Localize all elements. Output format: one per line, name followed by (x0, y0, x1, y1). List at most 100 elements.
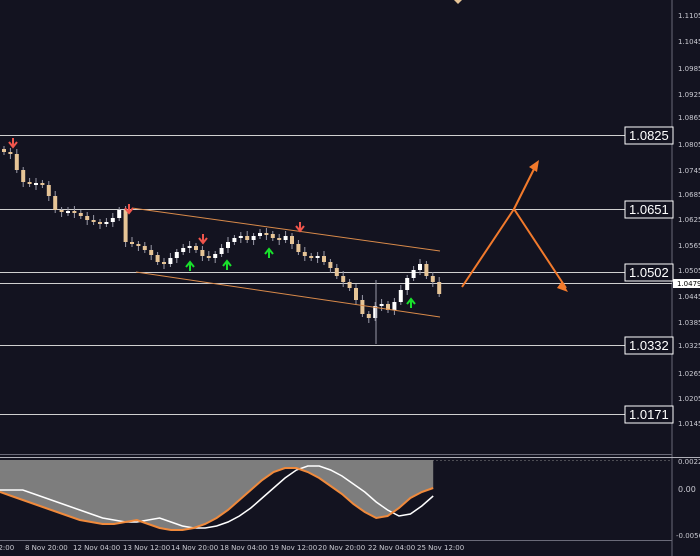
bear-candle (136, 244, 141, 246)
price-tick: 1.0205 (678, 395, 700, 403)
bear-candle (85, 216, 90, 220)
price-tick: 1.0385 (678, 319, 700, 327)
bear-candle (354, 288, 358, 300)
sell-arrow-icon (295, 222, 305, 233)
price-tick: 1.0805 (678, 141, 700, 149)
bull-candle (219, 248, 224, 254)
bear-candle (130, 242, 134, 244)
bear-candle (123, 210, 128, 242)
bull-candle (174, 252, 179, 258)
price-tick: 1.0445 (678, 293, 700, 301)
price-tick: 1.1105 (678, 12, 700, 20)
price-tick: 1.0625 (678, 216, 700, 224)
bull-candle (283, 236, 288, 240)
bear-candle (341, 276, 346, 282)
bear-candle (14, 154, 19, 170)
bear-candle (206, 256, 211, 258)
level-label-box (624, 405, 674, 424)
bull-candle (315, 256, 320, 258)
level-label-box (624, 336, 674, 355)
price-tick: 1.0865 (678, 114, 700, 122)
level-label: 1.0651 (629, 202, 669, 217)
price-tick: 1.0325 (678, 342, 700, 350)
bull-candle (110, 218, 115, 222)
bear-candle (162, 262, 166, 264)
oscillator-fast-line (0, 467, 434, 531)
sell-arrow-icon (124, 204, 134, 215)
bull-candle (418, 264, 422, 270)
buy-arrow-icon (185, 260, 195, 271)
level-label-box (624, 263, 674, 282)
bear-candle (264, 233, 269, 235)
level-label: 1.0502 (629, 265, 669, 280)
bear-candle (360, 300, 365, 314)
bear-candle (98, 222, 102, 224)
time-tick: 25 Nov 12:00 (417, 544, 464, 552)
bull-candle (258, 233, 262, 236)
bear-candle (334, 268, 339, 276)
channel-upper-line[interactable] (131, 207, 441, 252)
support-resistance-levels: 1.0825 1.0651 1.0502 1.0332 1.0171 1.047… (0, 126, 700, 424)
bull-candle (226, 242, 230, 248)
bear-candle (91, 220, 96, 222)
buy-arrow-icon (264, 247, 274, 258)
price-tick: 1.0925 (678, 91, 700, 99)
price-tick: 1.0745 (678, 167, 700, 175)
main-panel (0, 0, 672, 455)
price-tick: 1.0265 (678, 370, 700, 378)
time-tick: 13 Nov 12:00 (123, 544, 170, 552)
oscillator-signal-line (0, 465, 434, 529)
time-tick: 20 Nov 20:00 (318, 544, 365, 552)
bull-candle (187, 246, 192, 248)
forecast-arrows[interactable] (461, 160, 568, 292)
bear-candle (424, 264, 429, 276)
bear-candle (155, 255, 160, 262)
bear-candle (437, 282, 442, 294)
bear-candle (366, 314, 371, 318)
indicator-tick: 0.00 (678, 485, 696, 494)
bear-candle (328, 262, 333, 268)
bear-candle (290, 236, 294, 244)
buy-arrow-icon (222, 259, 232, 270)
descending-channel[interactable] (131, 207, 441, 318)
bull-candle (34, 183, 38, 185)
buy-arrow-icon (406, 297, 416, 308)
bear-candle (21, 170, 26, 182)
bear-candle (347, 282, 352, 288)
arrowhead-down-icon (557, 281, 568, 292)
price-tick: 1.0985 (678, 65, 700, 73)
bull-candle (117, 210, 122, 218)
time-tick: 18 Nov 04:00 (220, 544, 267, 552)
bear-candle (53, 196, 58, 210)
bear-candle (302, 252, 307, 256)
bull-candle (405, 278, 410, 290)
price-tick: 1.0145 (678, 420, 700, 428)
signal-arrows (8, 138, 416, 308)
bear-candle (270, 234, 275, 238)
level-label: 1.0332 (629, 338, 669, 353)
bull-candle (251, 236, 256, 240)
bull-candle (213, 254, 218, 258)
time-tick: 12 Nov 04:00 (73, 544, 120, 552)
channel-lower-line[interactable] (135, 271, 441, 318)
forecast-up-arrow[interactable] (513, 164, 537, 210)
bull-candle (66, 211, 70, 213)
sell-arrow-icon (198, 234, 208, 245)
bear-candle (322, 256, 326, 262)
period-marker-icon (454, 0, 462, 4)
bull-candle (411, 270, 416, 278)
bear-candle (200, 250, 205, 256)
bull-candle (181, 248, 186, 252)
bear-candle (40, 183, 45, 185)
bear-candle (149, 250, 154, 255)
price-tick: 1.0565 (678, 242, 700, 250)
arrowhead-up-icon (529, 160, 539, 172)
current-price-badge (673, 279, 700, 288)
candlestick-series (2, 146, 442, 344)
price-tick: 1.0685 (678, 191, 700, 199)
bull-candle (104, 222, 109, 224)
bear-candle (72, 211, 77, 213)
time-tick: 14 Nov 20:00 (171, 544, 218, 552)
